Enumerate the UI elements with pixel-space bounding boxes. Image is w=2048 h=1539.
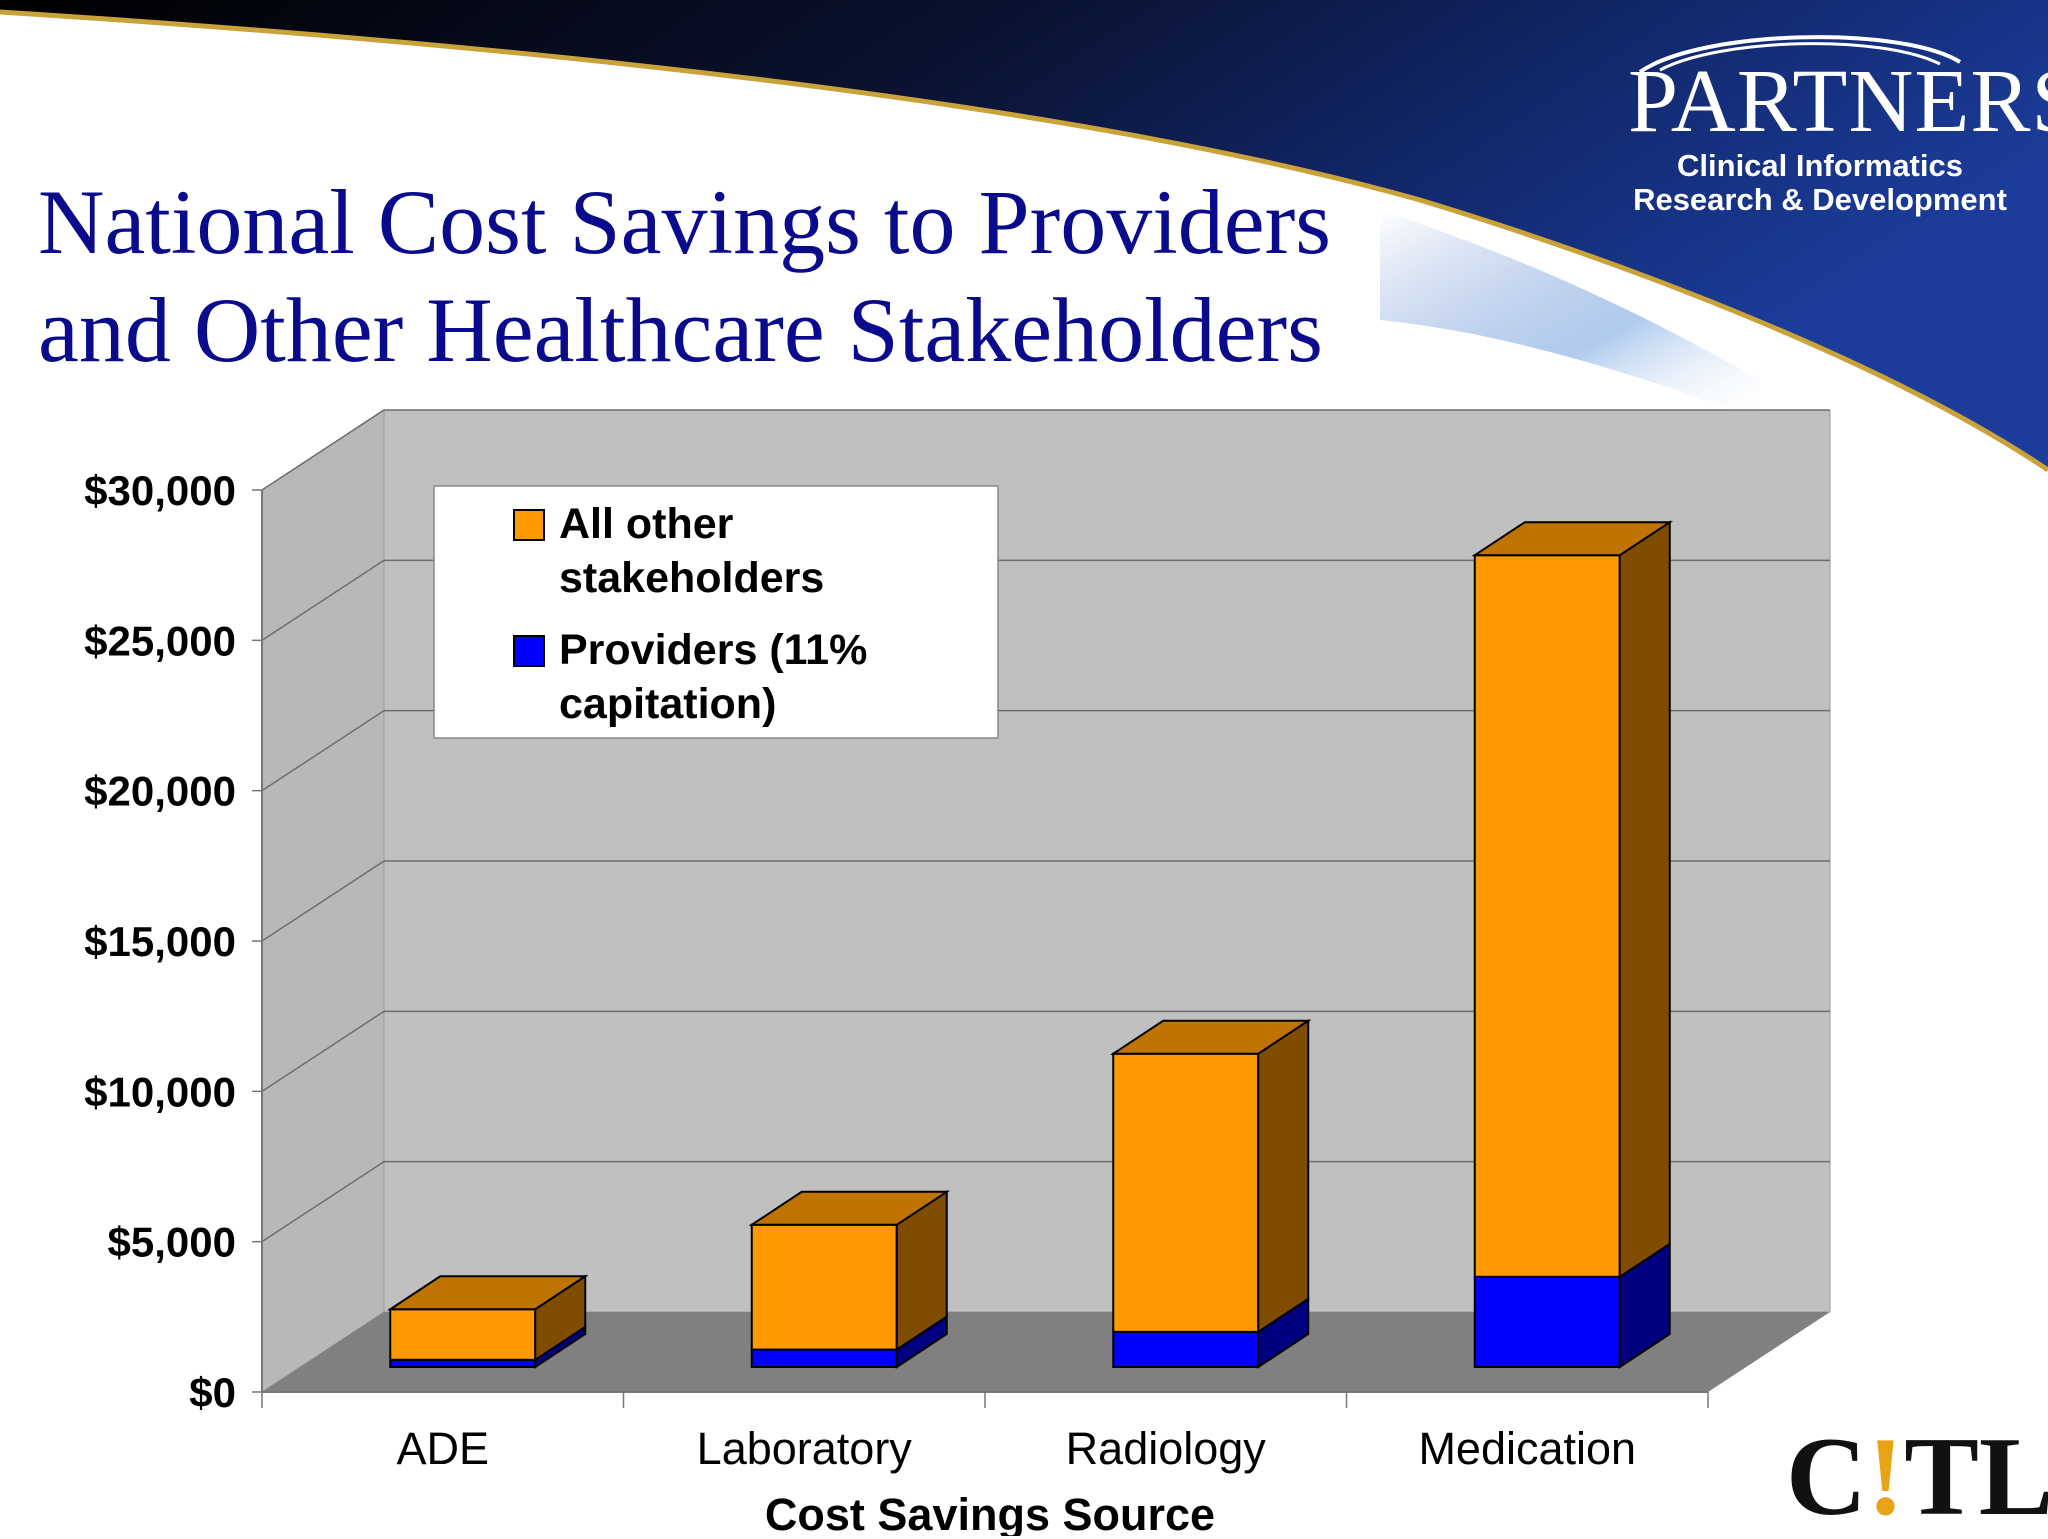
legend-label: stakeholders — [559, 554, 824, 602]
logo-subtitle-line2: Research & Development — [1633, 182, 2007, 217]
bar-top — [748, 1190, 951, 1226]
slide-title: National Cost Savings to Providers and O… — [38, 168, 1438, 384]
bar-front — [1473, 1275, 1621, 1369]
bar-front — [1112, 1330, 1260, 1369]
legend-label: capitation) — [559, 680, 776, 728]
bar-top — [1109, 1019, 1312, 1055]
bar-front — [389, 1358, 537, 1369]
bar-front — [750, 1348, 898, 1368]
chart-floor — [262, 1312, 1830, 1392]
legend-swatch — [513, 509, 545, 541]
bar-front — [1473, 554, 1621, 1278]
gridline — [261, 559, 1830, 641]
bar-providers-radiology — [1112, 1296, 1310, 1369]
x-tick-label: Laboratory — [697, 1423, 913, 1474]
partners-logo: PARTNERS — [1628, 52, 2048, 151]
bar-other-radiology — [1109, 1018, 1312, 1334]
x-axis-title: Cost Savings Source — [765, 1489, 1215, 1536]
gridline — [261, 1010, 1830, 1092]
title-line-2: and Other Healthcare Stakeholders — [38, 279, 1323, 381]
legend-label: All other — [559, 500, 734, 548]
bar-top — [1471, 521, 1674, 557]
bar-other-ade — [386, 1274, 589, 1362]
x-tick-label: Radiology — [1066, 1423, 1267, 1474]
citl-logo: C!TL — [1786, 1415, 2048, 1539]
chart-legend: All other stakeholders Providers (11% capit… — [433, 485, 999, 739]
bar-providers-laboratory — [750, 1314, 948, 1369]
y-tick-label: $5,000 — [108, 1219, 236, 1266]
y-tick-label: $0 — [189, 1369, 236, 1416]
legend-label: Providers (11% — [559, 626, 867, 674]
y-tick-label: $15,000 — [84, 918, 236, 965]
gridline — [261, 709, 1830, 792]
bar-providers-medication — [1473, 1241, 1671, 1369]
y-tick-label: $30,000 — [84, 467, 236, 514]
title-line-1: National Cost Savings to Providers — [38, 171, 1332, 273]
gridline — [261, 860, 1830, 942]
bar-front — [1112, 1052, 1260, 1333]
y-tick-label: $25,000 — [84, 617, 236, 664]
bar-top — [386, 1275, 589, 1311]
bar-side — [1618, 520, 1671, 1279]
gridline — [261, 1160, 1830, 1243]
x-tick-label: ADE — [396, 1423, 489, 1474]
logo-subtitle-line1: Clinical Informatics — [1677, 148, 1963, 183]
bar-other-medication — [1471, 520, 1674, 1279]
y-tick-label: $10,000 — [84, 1068, 236, 1115]
bar-front — [389, 1308, 537, 1361]
bar-other-laboratory — [748, 1189, 951, 1352]
legend-swatch — [513, 635, 545, 667]
bar-side — [1257, 1018, 1310, 1334]
gridline — [261, 409, 1830, 491]
y-tick-label: $20,000 — [84, 768, 236, 815]
bar-front — [750, 1223, 898, 1351]
x-tick-label: Medication — [1418, 1423, 1636, 1474]
